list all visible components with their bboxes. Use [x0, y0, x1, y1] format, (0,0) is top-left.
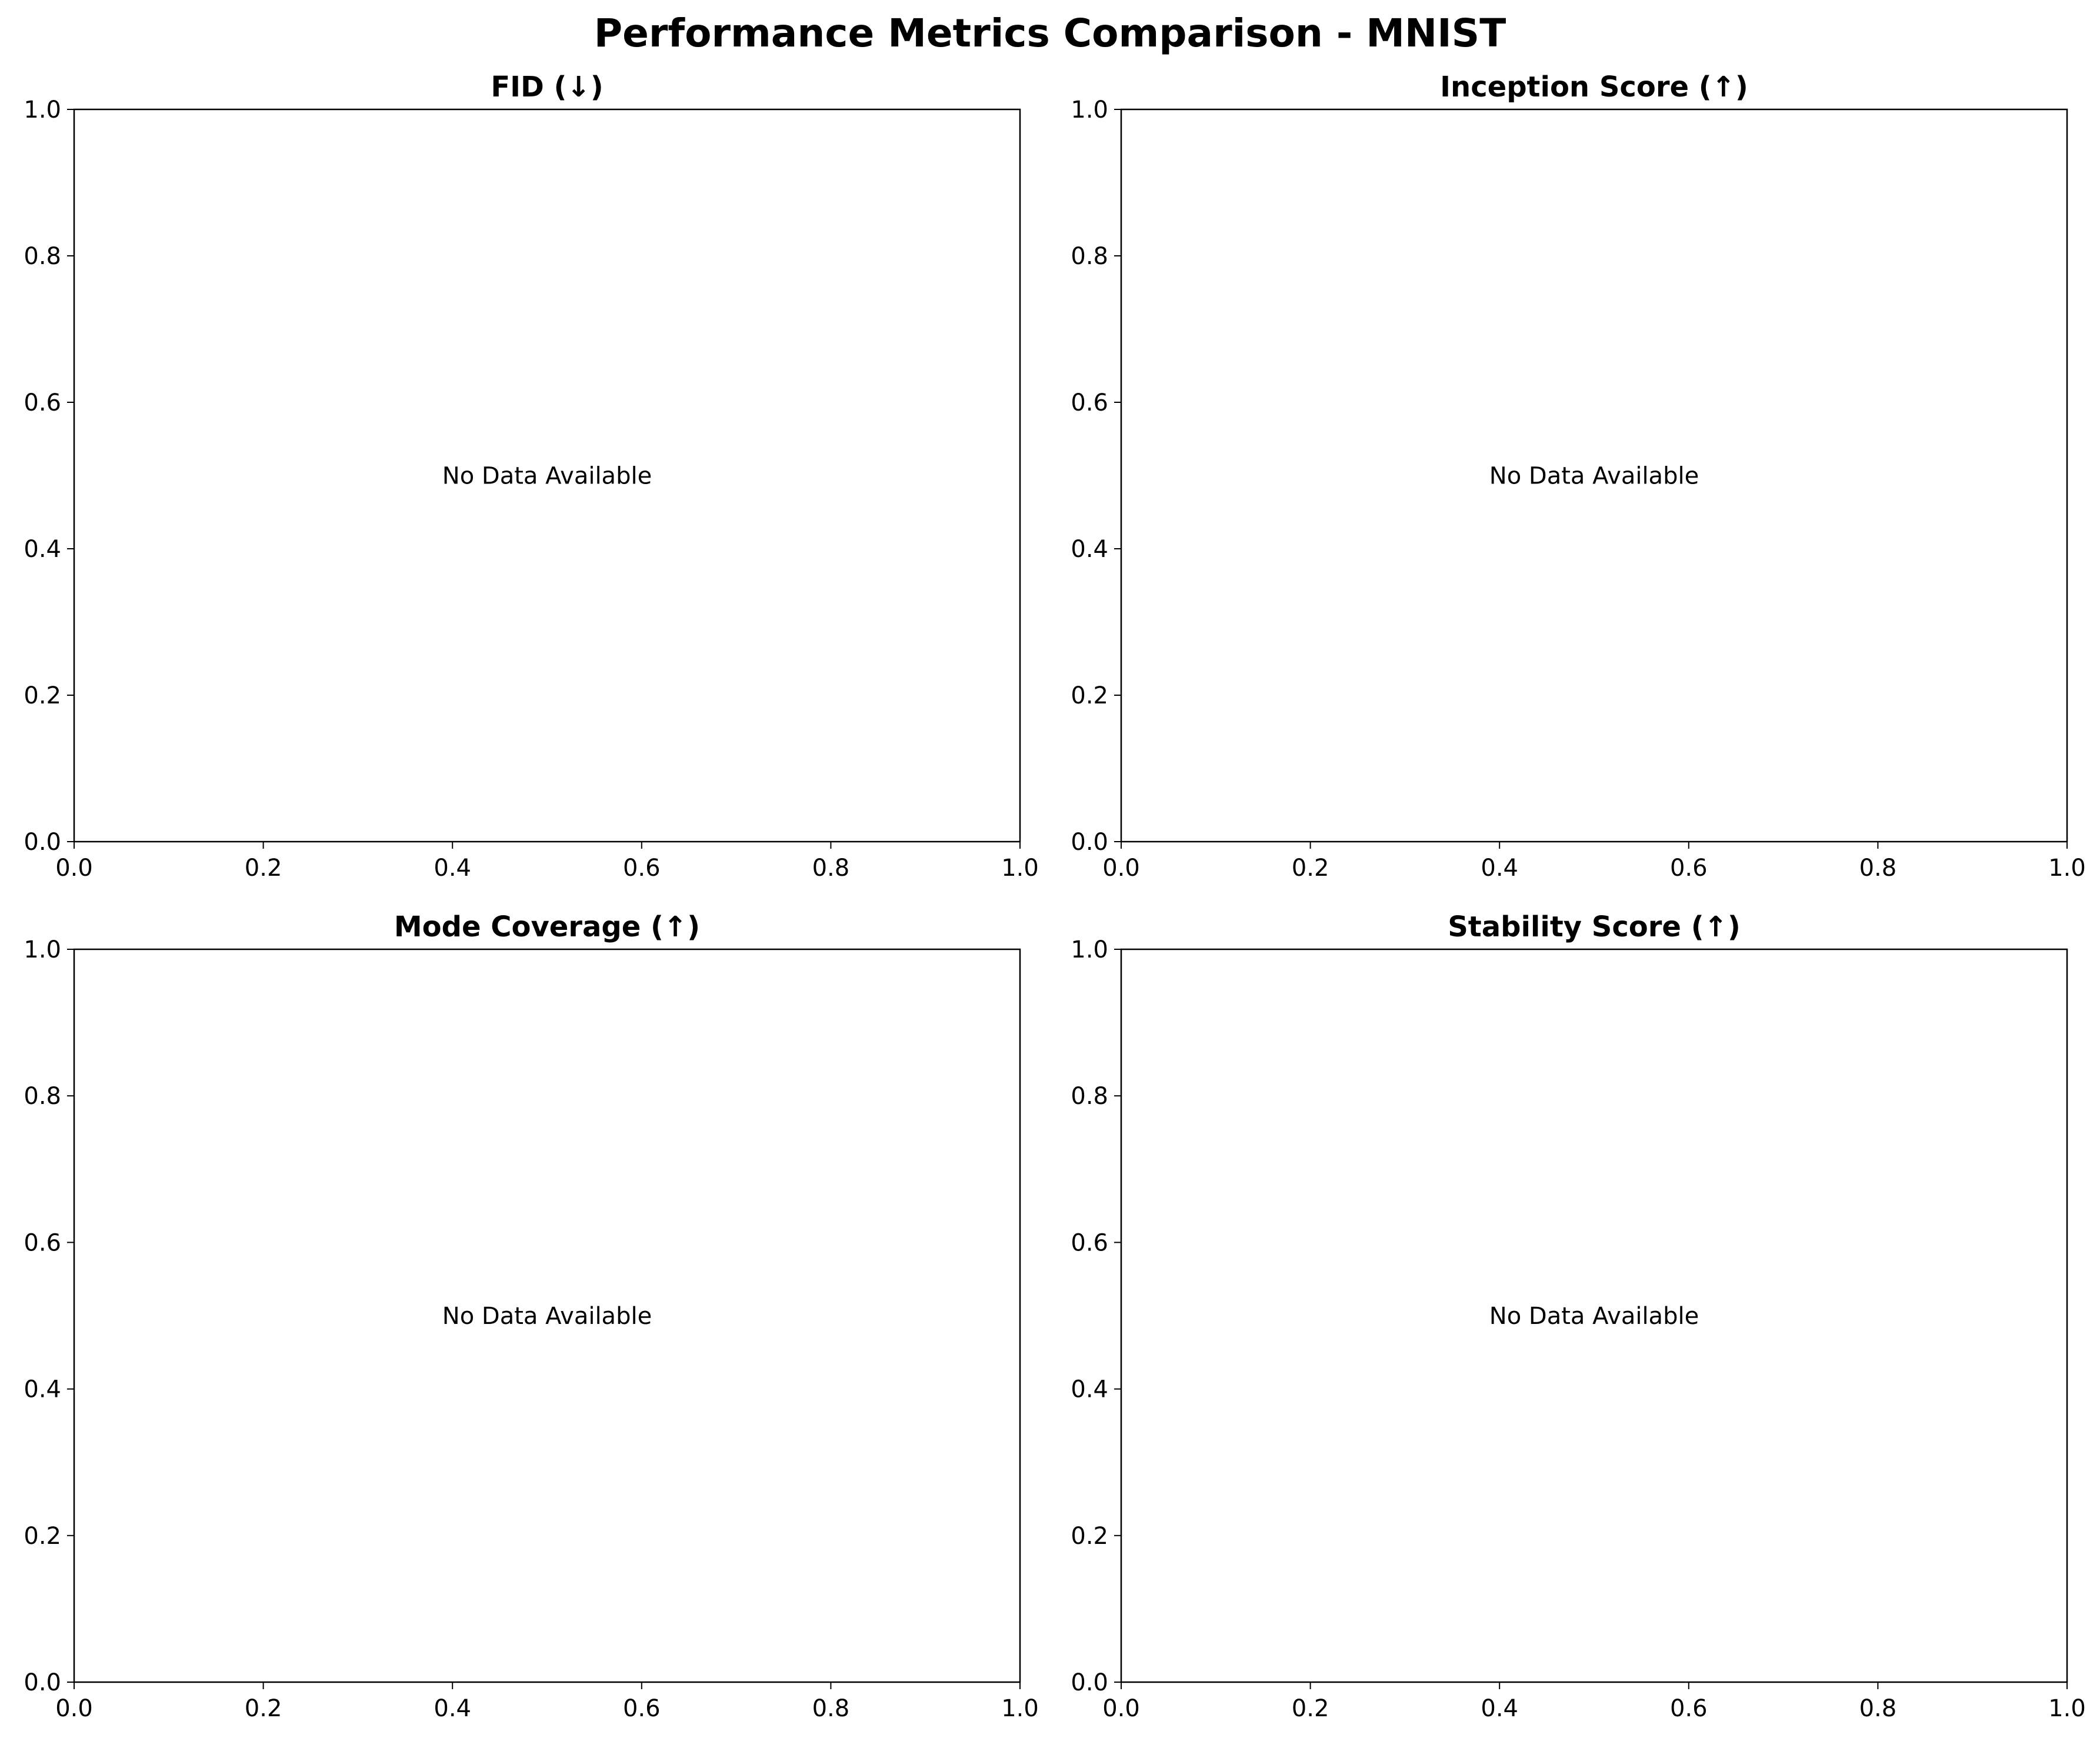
y-tick-label: 0.8 [1071, 243, 1108, 270]
x-tick-label: 1.0 [2048, 1695, 2086, 1722]
no-data-message: No Data Available [442, 1303, 652, 1330]
y-tick-label: 0.6 [24, 389, 61, 416]
subplot-title: Inception Score (↑) [1440, 71, 1748, 104]
x-tick-label: 0.0 [55, 855, 93, 882]
y-tick-label: 0.0 [24, 1669, 61, 1696]
y-tick-label: 0.2 [24, 682, 61, 709]
x-tick-label: 0.0 [1102, 855, 1140, 882]
x-tick-label: 0.2 [1292, 855, 1329, 882]
y-tick-label: 0.0 [1071, 829, 1108, 856]
subplot-title: Stability Score (↑) [1448, 910, 1741, 943]
x-tick-label: 1.0 [2048, 855, 2086, 882]
y-tick-label: 0.8 [1071, 1083, 1108, 1110]
x-tick-label: 0.2 [245, 1695, 282, 1722]
y-tick-label: 0.4 [24, 536, 61, 563]
y-tick-label: 0.2 [24, 1523, 61, 1550]
y-tick-label: 1.0 [1071, 936, 1108, 963]
x-tick-label: 0.6 [1670, 855, 1708, 882]
x-tick-label: 0.6 [623, 855, 661, 882]
axes-frame [73, 948, 1021, 1683]
y-tick-label: 0.6 [24, 1229, 61, 1256]
no-data-message: No Data Available [1489, 1303, 1699, 1330]
axes-frame [73, 108, 1021, 843]
x-tick-label: 0.6 [1670, 1695, 1708, 1722]
y-tick-label: 0.0 [24, 829, 61, 856]
y-tick-label: 0.0 [1071, 1669, 1108, 1696]
y-tick-label: 0.6 [1071, 389, 1108, 416]
y-tick-label: 0.8 [24, 1083, 61, 1110]
y-tick-label: 1.0 [24, 936, 61, 963]
y-tick-label: 0.2 [1071, 682, 1108, 709]
x-tick-label: 0.0 [55, 1695, 93, 1722]
y-tick-label: 1.0 [1071, 96, 1108, 124]
x-tick-label: 0.6 [623, 1695, 661, 1722]
no-data-message: No Data Available [442, 463, 652, 490]
y-tick-label: 0.4 [24, 1376, 61, 1403]
x-tick-label: 0.4 [1481, 1695, 1518, 1722]
x-tick-label: 0.4 [434, 855, 471, 882]
subplot-fid: FID (↓) 0.0 0.2 0.4 0.6 0.8 1.0 0.0 0.2 0.4 0.6 0.8… [24, 71, 1038, 882]
axes-frame [1120, 108, 2068, 843]
subplot-title: FID (↓) [491, 71, 603, 104]
x-tick-label: 0.4 [434, 1695, 471, 1722]
subplot-stability-score: Stability Score (↑) 0.0 0.2 0.4 0.6 0.8 1.0 0.0… [1071, 910, 2085, 1722]
subplot-mode-coverage: Mode Coverage (↑) 0.0 0.2 0.4 0.6 0.8 1.0 0.0 0.… [24, 910, 1038, 1722]
subplot-inception-score: Inception Score (↑) 0.0 0.2 0.4 0.6 0.8 1.0 0.0… [1071, 71, 2085, 882]
x-tick-label: 0.0 [1102, 1695, 1140, 1722]
x-tick-label: 1.0 [1001, 855, 1039, 882]
y-tick-label: 0.6 [1071, 1229, 1108, 1256]
x-tick-label: 0.8 [812, 1695, 850, 1722]
x-tick-label: 0.8 [1859, 855, 1897, 882]
x-tick-label: 0.2 [245, 855, 282, 882]
x-tick-label: 1.0 [1001, 1695, 1039, 1722]
y-tick-label: 0.4 [1071, 536, 1108, 563]
y-tick-label: 1.0 [24, 96, 61, 124]
x-tick-label: 0.4 [1481, 855, 1518, 882]
figure-title: Performance Metrics Comparison - MNIST [594, 11, 1506, 56]
x-tick-label: 0.2 [1292, 1695, 1329, 1722]
x-tick-label: 0.8 [812, 855, 850, 882]
axes-frame [1120, 948, 2068, 1683]
y-tick-label: 0.8 [24, 243, 61, 270]
subplot-title: Mode Coverage (↑) [394, 910, 700, 943]
no-data-message: No Data Available [1489, 463, 1699, 490]
y-tick-label: 0.4 [1071, 1376, 1108, 1403]
y-tick-label: 0.2 [1071, 1523, 1108, 1550]
x-tick-label: 0.8 [1859, 1695, 1897, 1722]
